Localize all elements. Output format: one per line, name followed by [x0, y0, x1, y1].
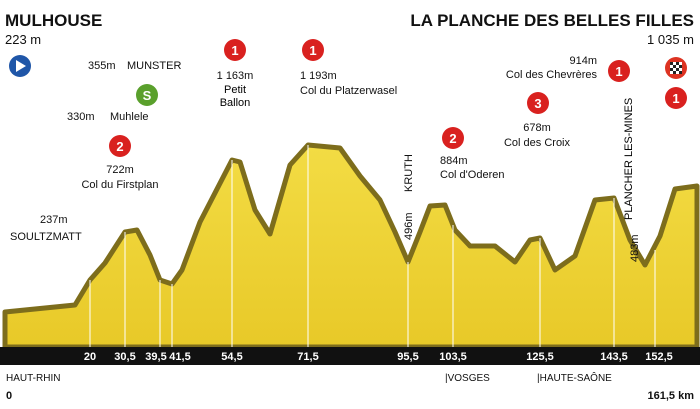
km-labels: 20 30,5 39,5 41,5 54,5 71,5 95,5 103,5 1… [84, 351, 673, 363]
badge [608, 60, 630, 82]
alt: 1 163m [217, 70, 254, 82]
place: KRUTH [403, 154, 415, 192]
place: SOULTZMATT [10, 231, 82, 243]
cat: 1 [672, 91, 679, 106]
place: Muhlele [110, 111, 149, 123]
km: 30,5 [114, 351, 135, 363]
climb: Col du Platzerwasel [300, 85, 397, 97]
finish-name: LA PLANCHE DES BELLES FILLES [410, 11, 694, 30]
cat: 1 [615, 64, 622, 79]
cat: 2 [449, 131, 456, 146]
climb-box: Petit Ballon [219, 84, 251, 109]
badge [224, 39, 246, 61]
badge [302, 39, 324, 61]
climb: Col du Firstplan [81, 179, 158, 191]
alt: 884m [440, 155, 468, 167]
km: 20 [84, 351, 96, 363]
region: |VOSGES [445, 373, 490, 384]
finish-alt: 1 035 m [647, 32, 694, 47]
alt: 483m [629, 234, 641, 262]
region: HAUT-RHIN [6, 373, 60, 384]
km: 143,5 [600, 351, 628, 363]
alt: 914m [569, 55, 597, 67]
place-box: PLANCHER LES-MINES [623, 97, 635, 220]
cat: S [143, 88, 152, 103]
place: PLANCHER LES-MINES [623, 97, 635, 220]
badge [665, 87, 687, 109]
distance-start: 0 [6, 390, 12, 402]
place: MUNSTER [127, 60, 181, 72]
cat: 1 [309, 43, 316, 58]
start-name: MULHOUSE [5, 11, 102, 30]
climb: Col des Croix [504, 137, 571, 149]
alt: 1 193m [300, 70, 337, 82]
km: 152,5 [645, 351, 673, 363]
km: 71,5 [297, 351, 318, 363]
alt: 355m [88, 60, 116, 72]
alt: 330m [67, 111, 95, 123]
cat: 3 [534, 96, 541, 111]
km-band [0, 347, 700, 365]
cat: 1 [231, 43, 238, 58]
climb: Petit Ballon [219, 84, 251, 109]
cat: 2 [116, 139, 123, 154]
region: |HAUTE-SAÔNE [537, 371, 612, 384]
badge [442, 127, 464, 149]
km: 95,5 [397, 351, 418, 363]
start-alt: 223 m [5, 32, 41, 47]
alt: 678m [523, 122, 551, 134]
climb: Col des Chevrères [506, 69, 598, 81]
climb: Col d'Oderen [440, 169, 504, 181]
distance-end: 161,5 km [648, 390, 695, 402]
km: 125,5 [526, 351, 554, 363]
km: 41,5 [169, 351, 190, 363]
badge [136, 84, 158, 106]
start-arrow [16, 60, 26, 72]
finish-flag [665, 57, 687, 79]
km: 54,5 [221, 351, 242, 363]
alt: 722m [106, 164, 134, 176]
badge [527, 92, 549, 114]
badge [109, 135, 131, 157]
alt: 496m [403, 212, 415, 240]
alt: 237m [40, 214, 68, 226]
markers [89, 145, 656, 347]
km: 103,5 [439, 351, 467, 363]
km: 39,5 [145, 351, 166, 363]
